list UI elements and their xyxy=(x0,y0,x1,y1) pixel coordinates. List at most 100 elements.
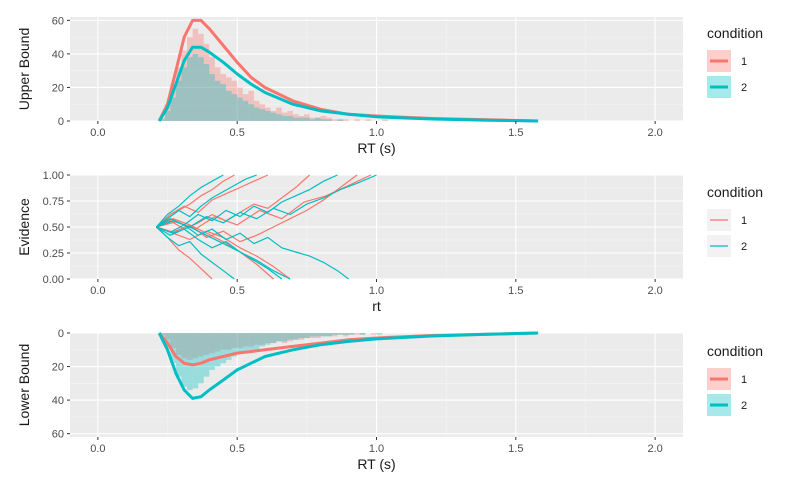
histogram-bar-1 xyxy=(192,333,199,359)
legend-label-1: 1 xyxy=(741,215,747,227)
y-tick-label: 0.25 xyxy=(43,248,64,260)
x-tick-label: 2.0 xyxy=(647,127,662,139)
histogram-bar-1 xyxy=(320,333,327,337)
histogram-bar-2 xyxy=(320,333,327,337)
panel-evidence: 0.0 0.5 1.0 1.5 2.0 0.00 0.25 0.50 0.75 1.00 rt Evi… xyxy=(16,170,683,314)
histogram-bar-1 xyxy=(175,67,182,121)
histogram-bar-2 xyxy=(281,115,288,121)
histogram-bar-2 xyxy=(281,333,288,342)
x-tick-label: 0.0 xyxy=(90,127,105,139)
histogram-bar-1 xyxy=(265,333,271,344)
y-axis-title: Upper Bound xyxy=(16,28,32,111)
histogram-bar-2 xyxy=(343,333,349,335)
histogram-bar-1 xyxy=(337,333,344,335)
histogram-bar-1 xyxy=(203,333,210,355)
histogram-bar-1 xyxy=(315,117,321,121)
histogram-bar-1 xyxy=(253,333,260,345)
y-tick-label: 0.00 xyxy=(43,274,64,286)
x-tick-label: 1.0 xyxy=(369,285,384,297)
histogram-bar-1 xyxy=(298,115,305,121)
histogram-bar-2 xyxy=(242,100,249,121)
legend-upper: condition 1 2 xyxy=(707,25,763,98)
histogram-bar-2 xyxy=(214,80,221,121)
histogram-bar-1 xyxy=(276,333,282,342)
x-tick-label: 0.0 xyxy=(90,285,105,297)
legend-lower: condition 1 2 xyxy=(707,343,763,416)
y-tick-label: 20 xyxy=(52,362,64,374)
x-axis-title: rt xyxy=(372,298,381,314)
histogram-bar-1 xyxy=(170,84,176,121)
histogram-bar-1 xyxy=(309,333,316,339)
histogram-bar-1 xyxy=(343,333,349,337)
histogram-bar-1 xyxy=(248,333,254,347)
histogram-bar-1 xyxy=(237,87,243,121)
histogram-bar-1 xyxy=(209,333,215,354)
histogram-bar-1 xyxy=(309,117,316,121)
histogram-bar-1 xyxy=(248,90,254,121)
histogram-bar-1 xyxy=(359,333,366,335)
histogram-bar-1 xyxy=(276,107,282,121)
histogram-bar-1 xyxy=(292,333,299,340)
histogram-bar-2 xyxy=(187,57,193,121)
histogram-bar-1 xyxy=(175,333,182,355)
histogram-bar-1 xyxy=(298,333,305,340)
y-tick-label: 20 xyxy=(52,82,64,94)
legend-title: condition xyxy=(707,343,763,359)
histogram-bar-2 xyxy=(164,333,171,347)
histogram-bar-2 xyxy=(175,333,182,377)
histogram-bar-2 xyxy=(159,119,165,121)
histogram-bar-1 xyxy=(164,104,171,121)
histogram-bar-1 xyxy=(259,104,266,121)
x-tick-label: 0.5 xyxy=(230,443,245,455)
histogram-bar-1 xyxy=(281,333,288,344)
histogram-bar-2 xyxy=(265,110,271,121)
y-tick-label: 0.75 xyxy=(43,196,64,208)
x-axis-title: RT (s) xyxy=(357,140,395,156)
histogram-bar-2 xyxy=(170,333,176,364)
histogram-bar-1 xyxy=(265,107,271,121)
histogram-bar-1 xyxy=(198,33,204,121)
x-tick-label: 0.5 xyxy=(230,285,245,297)
histogram-bar-2 xyxy=(237,97,243,121)
histogram-bar-1 xyxy=(281,112,288,121)
histogram-bar-1 xyxy=(181,50,188,121)
legend-label-1: 1 xyxy=(741,374,747,386)
histogram-bar-2 xyxy=(220,84,227,121)
histogram-bar-2 xyxy=(203,333,210,377)
histogram-bar-1 xyxy=(259,333,266,345)
histogram-bar-2 xyxy=(298,117,305,121)
histogram-bar-2 xyxy=(181,67,188,121)
histogram-bar-2 xyxy=(309,333,316,337)
legend-title: condition xyxy=(707,184,763,200)
density-line-2 xyxy=(157,331,539,400)
histogram-bar-2 xyxy=(220,333,227,364)
x-tick-label: 0.0 xyxy=(90,443,105,455)
histogram-bar-2 xyxy=(265,333,271,345)
histogram-bar-1 xyxy=(348,333,355,335)
histogram-bar-1 xyxy=(226,77,232,121)
y-tick-label: 60 xyxy=(52,429,64,441)
histogram-bar-2 xyxy=(298,333,305,339)
legend-label-1: 1 xyxy=(741,56,747,68)
histogram-bar-1 xyxy=(354,333,360,335)
histogram-bar-2 xyxy=(304,333,310,339)
histogram-bar-2 xyxy=(214,333,221,367)
y-tick-label: 0 xyxy=(58,116,64,128)
histogram-bar-2 xyxy=(175,80,182,121)
histogram-bar-2 xyxy=(315,117,321,121)
histogram-bar-1 xyxy=(331,119,338,121)
histogram-bar-2 xyxy=(304,117,310,121)
histogram-bar-1 xyxy=(231,333,238,349)
histogram-bar-1 xyxy=(326,117,332,121)
x-tick-label: 1.5 xyxy=(508,443,523,455)
histogram-bar-2 xyxy=(287,333,293,340)
histogram-bar-2 xyxy=(376,333,383,335)
trajectory-line-1 xyxy=(156,218,274,280)
histogram-bar-1 xyxy=(315,333,321,339)
histogram-bar-1 xyxy=(231,80,238,121)
histogram-bar-2 xyxy=(337,119,344,121)
histogram-bar-2 xyxy=(198,333,204,384)
histogram-bar-2 xyxy=(309,119,316,121)
histogram-bar-1 xyxy=(214,333,221,352)
